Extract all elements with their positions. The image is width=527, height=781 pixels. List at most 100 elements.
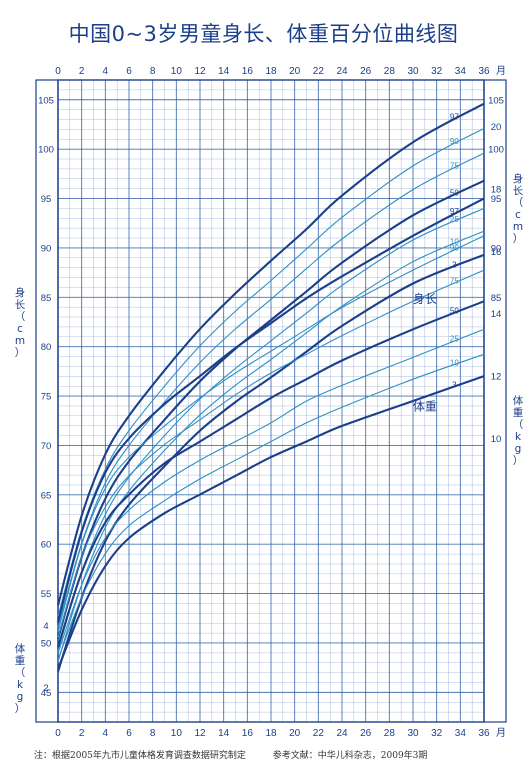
weight-percentile-label: 3 xyxy=(452,380,457,389)
x-tick-label-top: 26 xyxy=(360,66,372,77)
weight-curve-p3 xyxy=(57,375,485,670)
weight-curve-p10 xyxy=(57,353,485,660)
x-tick-label-bottom: 12 xyxy=(194,728,206,739)
length-curve-label: 身长 xyxy=(413,291,437,306)
length-tick-label-right: 100 xyxy=(488,145,504,156)
x-tick-label-bottom: 14 xyxy=(218,728,230,739)
length-tick-label-right: 95 xyxy=(491,194,502,205)
x-tick-label-bottom: 18 xyxy=(265,728,277,739)
length-curve-p3 xyxy=(56,253,485,672)
length-curve-p25 xyxy=(57,207,485,652)
weight-axis-title-right: 体重（ k g） xyxy=(513,395,524,467)
x-tick-label-top: 2 xyxy=(79,66,85,77)
length-tick-label-left: 60 xyxy=(41,540,52,551)
x-tick-label-bottom: 22 xyxy=(313,728,325,739)
length-percentile-label: 97 xyxy=(450,113,459,122)
weight-percentile-label: 90 xyxy=(450,243,459,252)
x-unit-label: 月 xyxy=(496,727,506,739)
x-tick-label-top: 20 xyxy=(289,66,301,77)
weight-percentile-label: 97 xyxy=(450,207,459,216)
length-tick-label-left: 100 xyxy=(38,145,54,156)
length-percentile-label: 75 xyxy=(450,161,459,170)
x-tick-label-top: 16 xyxy=(242,66,254,77)
length-axis-title-right: 身长（ c m） xyxy=(513,172,524,245)
x-unit-label: 月 xyxy=(496,65,506,77)
length-tick-label-left: 70 xyxy=(41,441,52,452)
x-tick-label-bottom: 20 xyxy=(289,728,301,739)
x-tick-label-top: 0 xyxy=(55,66,61,77)
length-curve-p75 xyxy=(57,152,485,628)
weight-curve-p25 xyxy=(57,328,485,654)
weight-tick-label-right: 16 xyxy=(491,247,502,258)
x-tick-label-top: 30 xyxy=(407,66,419,77)
length-tick-label-left: 105 xyxy=(38,95,54,106)
chart-title: 中国0~3岁男童身长、体重百分位曲线图 xyxy=(68,22,459,46)
length-percentile-label: 50 xyxy=(450,188,459,197)
x-tick-label-bottom: 0 xyxy=(55,728,61,739)
length-tick-label-left: 90 xyxy=(41,243,52,254)
x-tick-label-bottom: 34 xyxy=(455,728,467,739)
length-tick-label-right: 85 xyxy=(491,293,502,304)
x-tick-label-top: 22 xyxy=(313,66,325,77)
weight-curve-p75 xyxy=(57,269,485,639)
x-tick-label-top: 14 xyxy=(218,66,230,77)
length-tick-label-left: 95 xyxy=(41,194,52,205)
footnote-source: 注：根据2005年九市儿童体格发育调查数据研究制定 xyxy=(34,751,246,761)
length-percentile-label: 25 xyxy=(450,215,459,224)
x-tick-label-bottom: 26 xyxy=(360,728,372,739)
weight-tick-label-right: 12 xyxy=(491,372,502,383)
x-tick-label-top: 24 xyxy=(336,66,348,77)
footnote-reference: 参考文献：中华儿科杂志，2009年3期 xyxy=(272,751,428,761)
x-tick-label-bottom: 10 xyxy=(171,728,183,739)
length-curve-p90 xyxy=(57,127,485,617)
x-tick-label-bottom: 16 xyxy=(242,728,254,739)
length-percentile-label: 90 xyxy=(450,137,459,146)
length-tick-label-left: 50 xyxy=(41,638,52,649)
length-tick-label-right: 90 xyxy=(491,243,502,254)
x-tick-label-bottom: 6 xyxy=(126,728,132,739)
weight-percentile-label: 25 xyxy=(450,335,459,344)
x-tick-label-bottom: 2 xyxy=(79,728,85,739)
footnote: 注：根据2005年九市儿童体格发育调查数据研究制定 参考文献：中华儿科杂志，20… xyxy=(34,748,451,761)
x-tick-label-top: 6 xyxy=(126,66,132,77)
x-tick-label-bottom: 36 xyxy=(478,728,490,739)
x-tick-label-bottom: 8 xyxy=(150,728,156,739)
length-tick-label-left: 55 xyxy=(41,589,52,600)
x-tick-label-top: 34 xyxy=(455,66,467,77)
weight-tick-label-right: 10 xyxy=(491,434,502,445)
weight-tick-label-left: 4 xyxy=(43,621,48,632)
length-percentile-label: 10 xyxy=(450,237,459,246)
length-percentile-label: 3 xyxy=(452,260,457,269)
length-tick-label-left: 80 xyxy=(41,342,52,353)
weight-tick-label-right: 14 xyxy=(491,309,502,320)
x-tick-label-top: 12 xyxy=(194,66,206,77)
weight-axis-title-left: 体重（ k g） xyxy=(15,643,26,715)
x-tick-label-top: 32 xyxy=(431,66,443,77)
x-tick-label-bottom: 24 xyxy=(336,728,348,739)
x-tick-label-bottom: 32 xyxy=(431,728,443,739)
weight-tick-label-right: 18 xyxy=(491,185,502,196)
weight-curve-p50 xyxy=(56,300,485,648)
weight-percentile-label: 75 xyxy=(450,276,459,285)
length-tick-label-left: 75 xyxy=(41,392,52,403)
x-tick-label-bottom: 28 xyxy=(384,728,396,739)
x-tick-label-top: 28 xyxy=(384,66,396,77)
x-tick-label-top: 8 xyxy=(150,66,156,77)
length-tick-label-right: 105 xyxy=(488,95,504,106)
length-tick-label-left: 85 xyxy=(41,293,52,304)
length-curve-p10 xyxy=(57,230,485,662)
weight-curve-label: 体重 xyxy=(413,399,437,413)
length-tick-label-left: 65 xyxy=(41,490,52,501)
length-axis-title-left: 身长（ c m） xyxy=(15,286,26,359)
weight-tick-label-right: 20 xyxy=(491,122,502,133)
x-tick-label-bottom: 30 xyxy=(407,728,419,739)
weight-percentile-label: 50 xyxy=(450,307,459,316)
weight-tick-label-left: 2 xyxy=(43,683,48,694)
plot-frame xyxy=(57,79,485,723)
weight-curve-p90 xyxy=(57,235,485,632)
weight-curve-p97 xyxy=(56,197,485,623)
x-tick-label-bottom: 4 xyxy=(103,728,109,739)
x-tick-label-top: 10 xyxy=(171,66,183,77)
x-tick-label-top: 36 xyxy=(478,66,490,77)
